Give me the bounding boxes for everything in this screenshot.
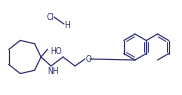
Text: Cl: Cl	[47, 13, 54, 21]
Text: O: O	[86, 55, 92, 63]
Text: NH: NH	[47, 68, 58, 76]
Text: H: H	[64, 21, 70, 30]
Text: HO: HO	[50, 48, 62, 57]
